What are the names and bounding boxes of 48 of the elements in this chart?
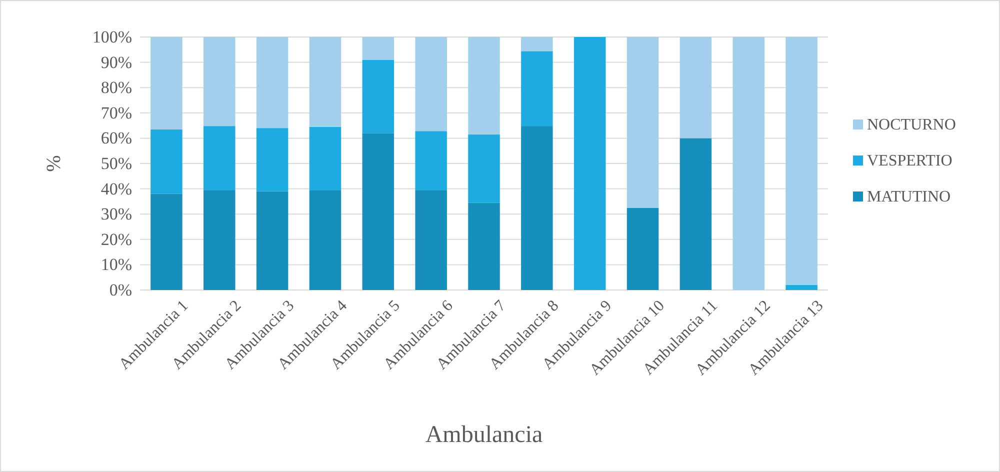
bar: [309, 126, 342, 190]
bar: [150, 37, 182, 130]
y-tick-label: 50%: [100, 154, 132, 173]
y-tick-label: 20%: [100, 230, 132, 249]
bar: [204, 126, 236, 190]
bar: [415, 131, 447, 190]
bar: [362, 133, 394, 290]
bar: [256, 191, 288, 290]
bar: [468, 134, 500, 203]
bar: [309, 37, 342, 127]
x-axis-title: Ambulancia: [425, 422, 543, 448]
bar: [204, 37, 236, 126]
bar: [150, 194, 182, 290]
legend-label: MATUTINO: [867, 188, 951, 206]
legend-label: VESPERTIO: [867, 152, 952, 170]
bar: [786, 37, 818, 285]
bar: [468, 202, 500, 290]
y-tick-label: 80%: [100, 78, 132, 98]
bar: [732, 37, 764, 290]
bar: [626, 208, 659, 290]
bar: [256, 37, 288, 128]
bar: [256, 128, 288, 192]
y-tick-label: 100%: [92, 27, 132, 46]
legend-label: NOCTURNO: [867, 116, 956, 134]
bar: [626, 37, 659, 208]
y-tick-label: 30%: [100, 204, 132, 224]
bar: [521, 126, 553, 290]
bar: [786, 284, 818, 290]
bar: [574, 37, 606, 290]
y-axis-title: %: [43, 155, 65, 172]
bar: [150, 129, 182, 194]
y-tick-label: 10%: [100, 255, 132, 274]
y-tick-label: 90%: [100, 52, 132, 72]
bar: [362, 60, 394, 134]
bar: [468, 37, 500, 134]
bar: [680, 138, 712, 290]
bar: [680, 37, 712, 138]
bar: [362, 37, 394, 60]
y-tick-label: 60%: [100, 128, 132, 148]
bar: [521, 37, 553, 52]
y-tick-label: 70%: [100, 103, 132, 122]
bar: [309, 190, 342, 290]
bar: [415, 37, 447, 132]
bar: [204, 190, 236, 290]
y-tick-label: 0%: [109, 280, 132, 300]
bar: [415, 190, 447, 290]
bar: [521, 51, 553, 126]
y-tick-label: 40%: [100, 179, 132, 198]
